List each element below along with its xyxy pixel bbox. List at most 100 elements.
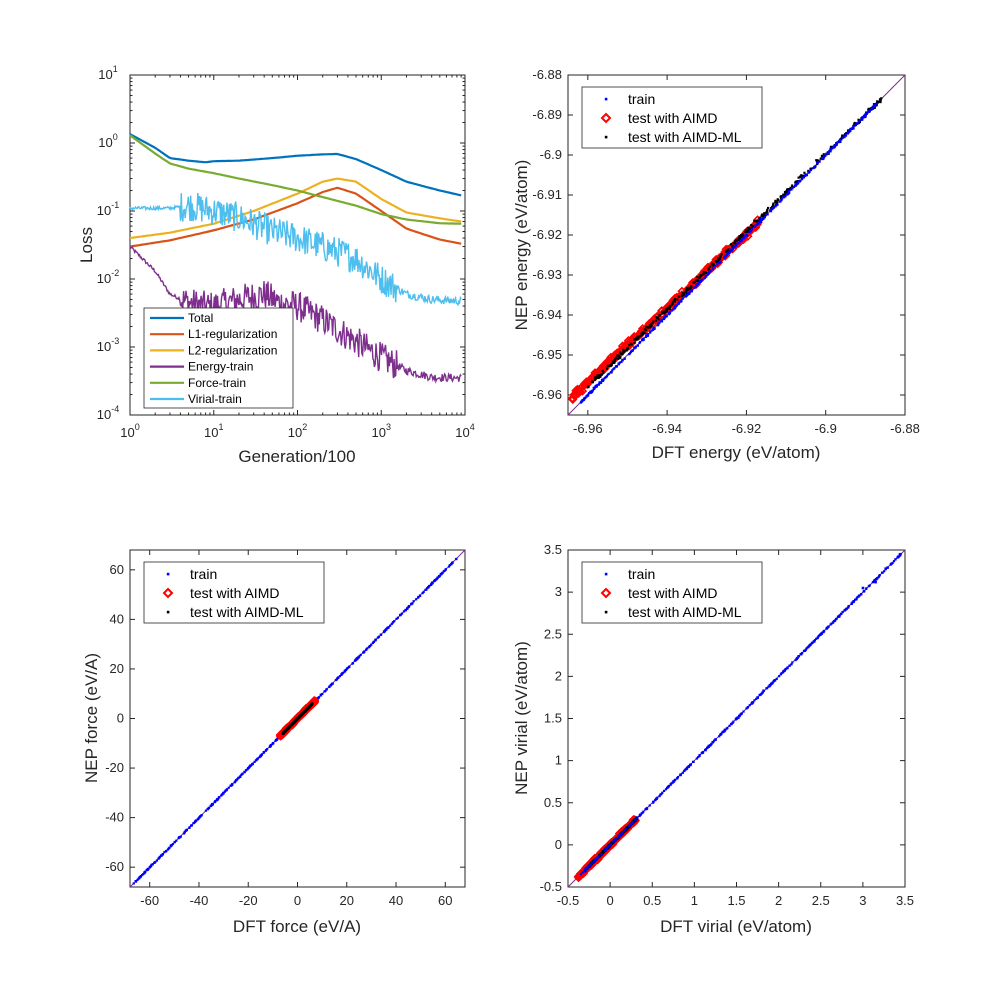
energy-point [602,378,605,381]
virial-point [790,663,793,666]
force-xlabel: DFT force (eV/A) [233,917,361,936]
energy-point [750,224,753,227]
energy-point [593,378,597,381]
energy-ytick-label: -6.96 [532,387,562,402]
energy-point [618,356,621,360]
virial-point [839,612,843,616]
virial-xlabel: DFT virial (eV/atom) [660,917,812,936]
force-point [431,581,434,585]
force-point [177,837,180,840]
virial-point [767,685,770,688]
energy-point [755,220,758,223]
energy-point [668,311,671,315]
energy-point [717,259,720,262]
energy-point [649,330,652,333]
energy-point [731,248,735,251]
virial-point [724,728,727,731]
force-point [211,803,214,806]
energy-point [754,224,757,227]
energy-point [643,332,646,335]
virial-point [739,712,742,716]
energy-point [853,124,856,127]
virial-ytick-label: 3 [555,584,562,599]
energy-point [819,157,822,160]
force-point [433,580,436,583]
energy-point [598,374,601,377]
energy-point [802,174,805,178]
loss-legend-label: Total [188,311,213,325]
force-point [343,669,346,672]
energy-point [784,193,787,196]
energy-point [769,210,773,213]
force-point [206,808,209,811]
virial-point [852,600,855,604]
energy-point [762,213,765,216]
energy-point [702,271,705,274]
force-point [227,786,230,789]
energy-point [816,162,819,165]
energy-point [740,236,743,239]
energy-point [619,351,622,354]
force-point [292,720,296,724]
force-point [344,668,348,672]
force-point [204,809,208,812]
force-point [347,665,351,669]
energy-xlabel: DFT energy (eV/atom) [652,443,821,462]
force-point [234,780,237,783]
energy-point [599,374,602,377]
loss-xtick-label: 101 [204,422,223,440]
virial-point [707,744,710,748]
force-point [406,607,409,610]
virial-point [630,822,633,826]
energy-point [636,344,639,347]
energy-point [623,357,626,360]
energy-point [772,206,776,209]
energy-point [774,205,777,208]
force-series-test-with-aimd-ml [281,702,314,735]
energy-point [661,311,664,314]
energy-point [640,338,644,341]
loss-ytick-label: 100 [98,132,117,150]
loss-series-l1-regularization [129,186,462,248]
virial-point [712,740,715,744]
force-point [143,871,146,874]
force-point [190,824,193,827]
energy-point [643,328,646,331]
energy-point [630,343,633,346]
virial-point [837,615,840,618]
energy-point [839,140,842,143]
virial-ytick-label: 3.5 [544,542,562,557]
virial-ytick-label: 0 [555,837,562,852]
energy-ytick-label: -6.91 [532,187,562,202]
force-point [269,745,272,748]
virial-point [597,855,600,858]
virial-point [742,710,745,713]
virial-point [825,627,828,630]
energy-point [780,198,783,201]
energy-point [718,261,721,264]
energy-point [633,341,636,344]
virial-point [892,560,896,563]
energy-point [738,235,741,238]
energy-point [745,233,748,237]
force-point [455,557,458,561]
energy-point [822,153,825,156]
loss-legend: Total L1-regularization L2-regularization E… [143,307,294,409]
force-point [317,696,320,699]
energy-point [671,302,674,306]
energy-point [730,248,733,251]
energy-point [724,250,727,253]
energy-point [774,201,777,204]
energy-point [698,276,701,280]
virial-point [619,832,623,836]
energy-point [695,279,698,282]
energy-point [800,174,803,177]
energy-point [644,329,648,332]
energy-point [867,110,871,113]
energy-point [753,225,756,228]
force-point [338,675,342,678]
energy-legend-box [581,86,763,149]
energy-point [673,306,676,309]
loss-legend-label: Force-train [188,376,246,390]
virial-xtick-label: 0 [607,893,614,908]
